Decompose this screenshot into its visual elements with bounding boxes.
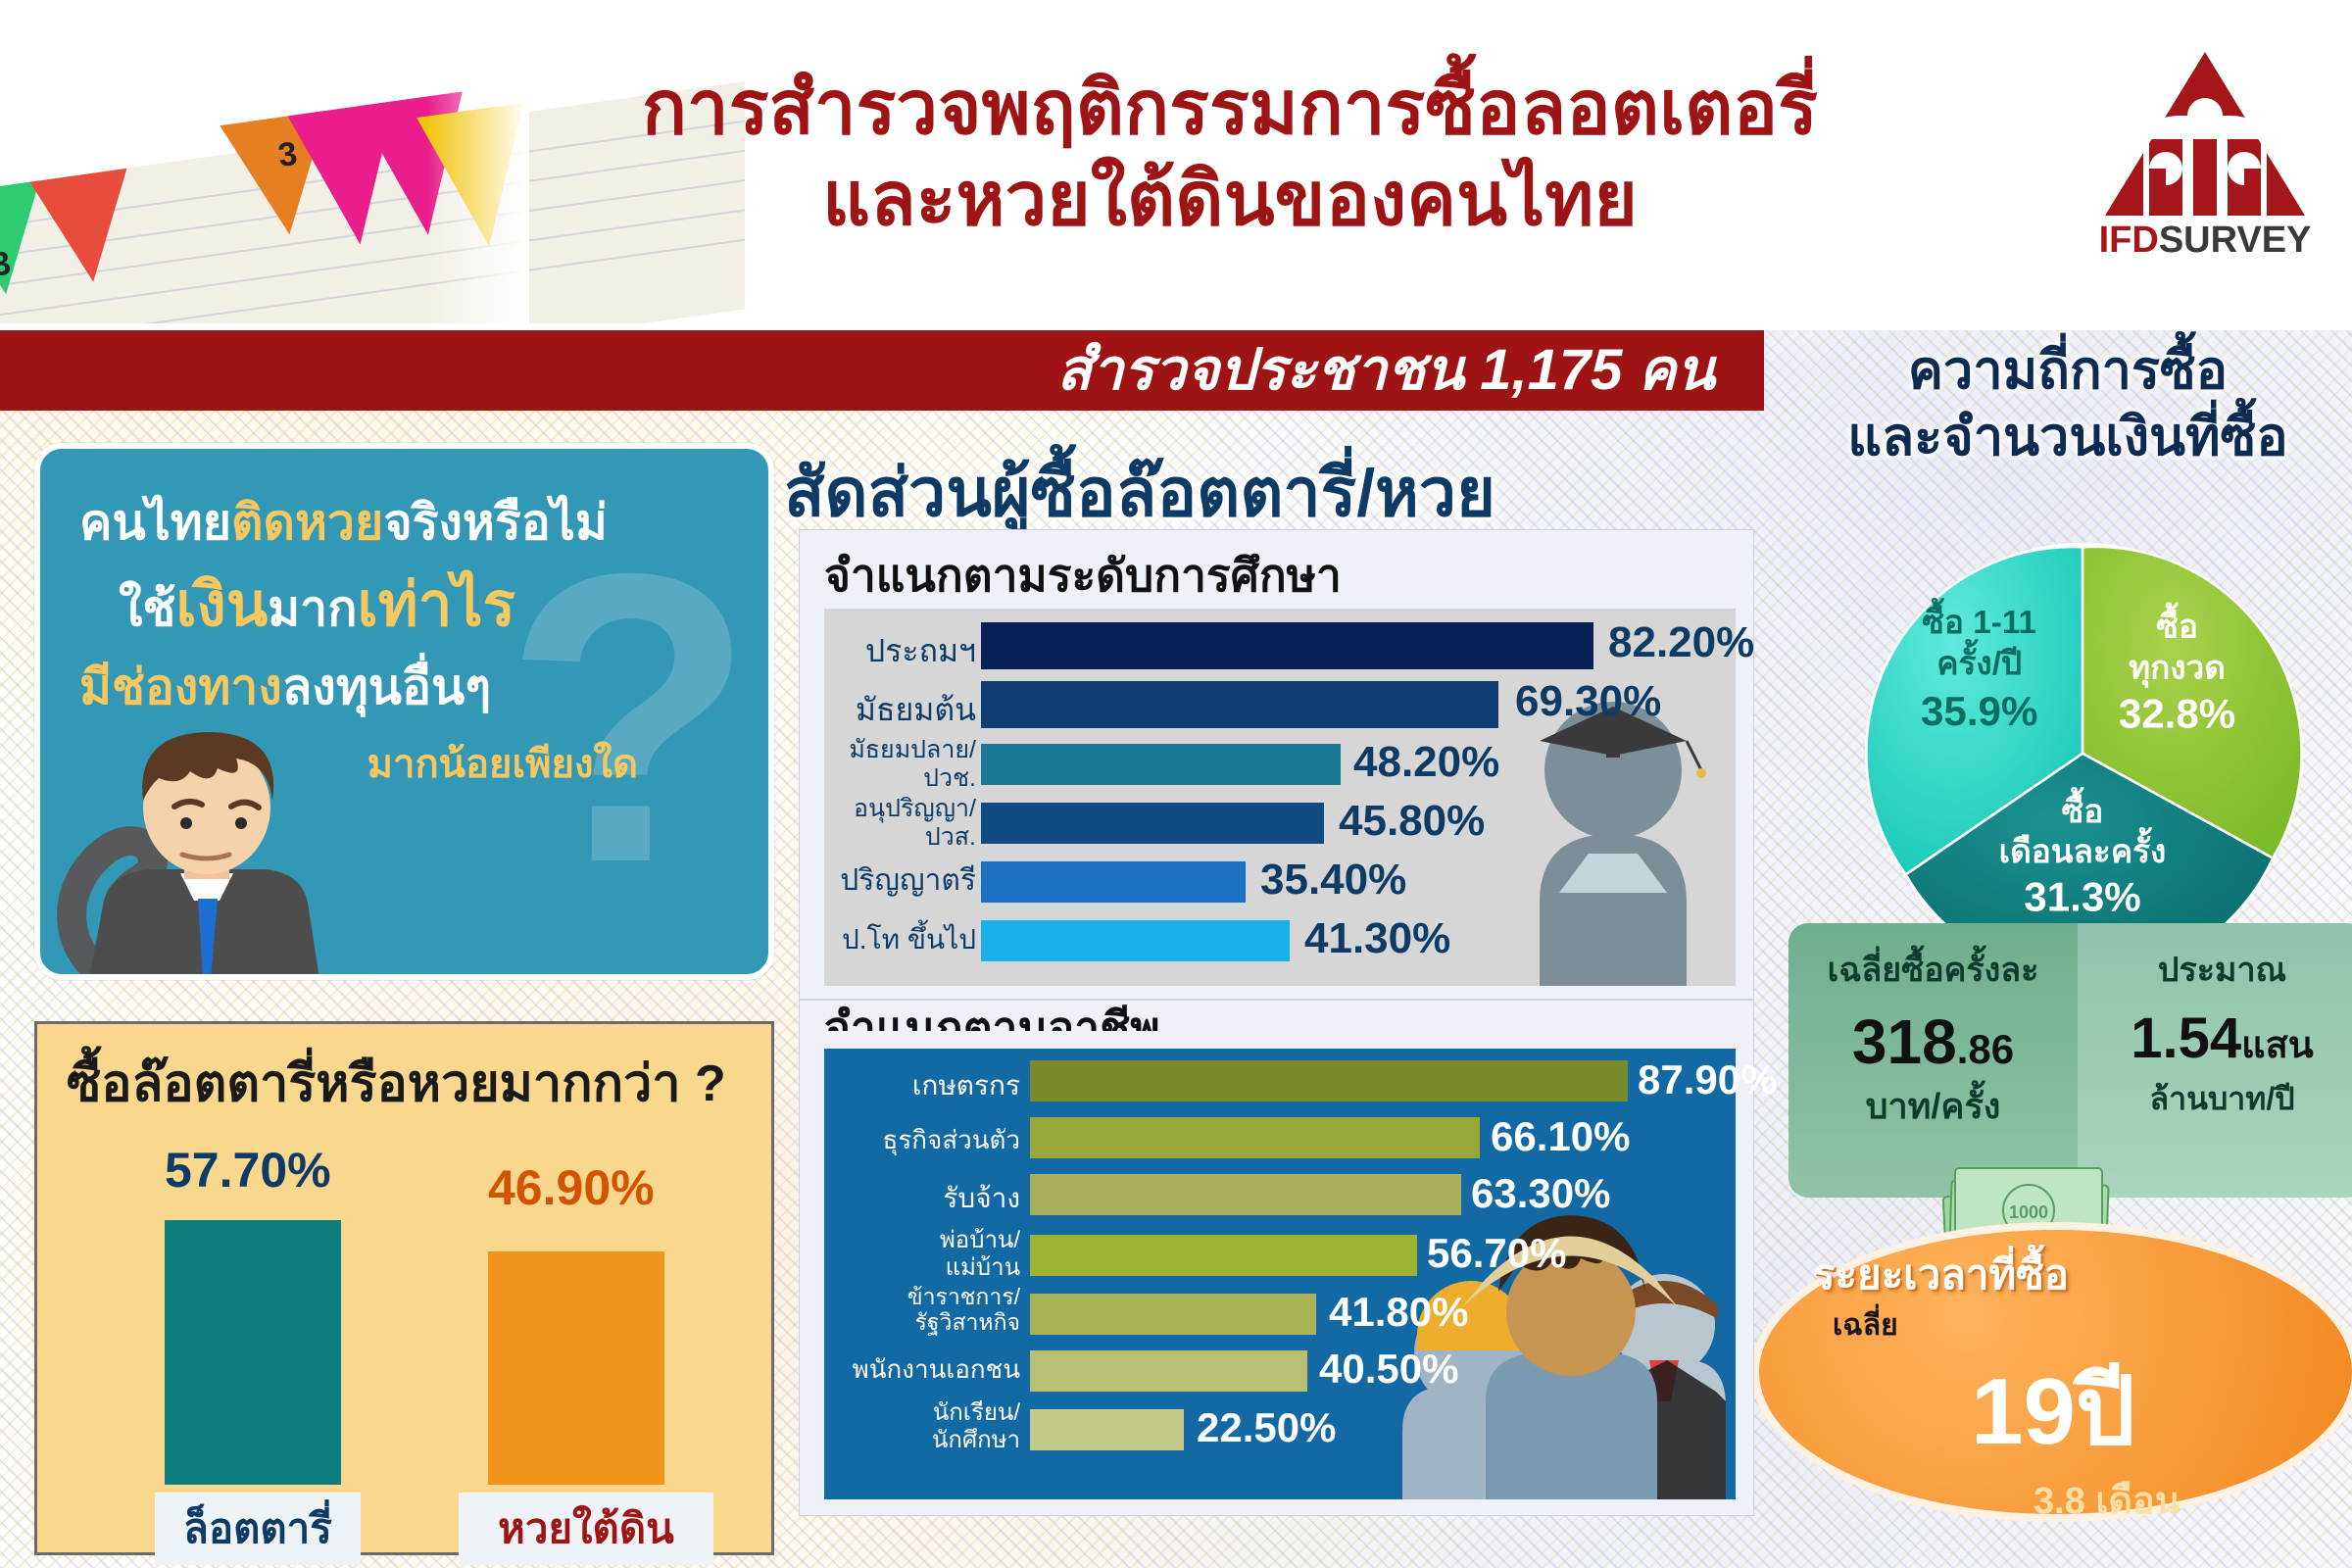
svg-text:ซื้อ: ซื้อ [2156, 602, 2198, 645]
svg-text:31.3%: 31.3% [2024, 873, 2140, 919]
svg-text:1000: 1000 [2009, 1202, 2048, 1222]
svg-text:35.9%: 35.9% [1921, 688, 2037, 734]
svg-text:เดือนละครั้ง: เดือนละครั้ง [1999, 827, 2167, 870]
svg-text:ทุกงวด: ทุกงวด [2129, 650, 2226, 688]
svg-text:ครั้ง/ปี: ครั้ง/ปี [1936, 639, 2022, 682]
svg-text:32.8%: 32.8% [2119, 690, 2235, 736]
svg-text:ซื้อ 1-11: ซื้อ 1-11 [1922, 598, 2036, 641]
svg-text:ซื้อ: ซื้อ [2062, 787, 2104, 830]
